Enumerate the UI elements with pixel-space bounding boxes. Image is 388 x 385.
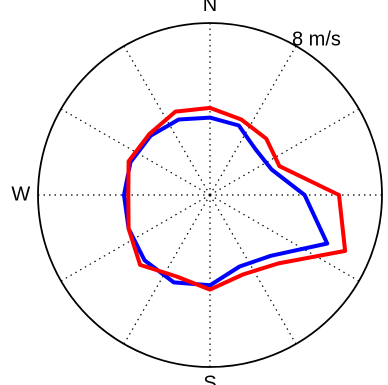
compass-label: W <box>11 183 30 205</box>
spoke <box>209 45 297 196</box>
series-line <box>122 115 330 288</box>
range-label: 8 m/s <box>292 28 341 50</box>
spoke <box>123 194 211 345</box>
spoke <box>60 194 211 282</box>
spoke <box>209 194 297 345</box>
range-circle <box>37 22 383 368</box>
spoke <box>60 108 211 196</box>
compass-label: N <box>203 0 217 16</box>
spoke <box>123 45 211 196</box>
spoke <box>209 108 360 196</box>
compass-label: S <box>203 372 216 385</box>
series-line <box>126 105 348 292</box>
spoke <box>209 194 360 282</box>
